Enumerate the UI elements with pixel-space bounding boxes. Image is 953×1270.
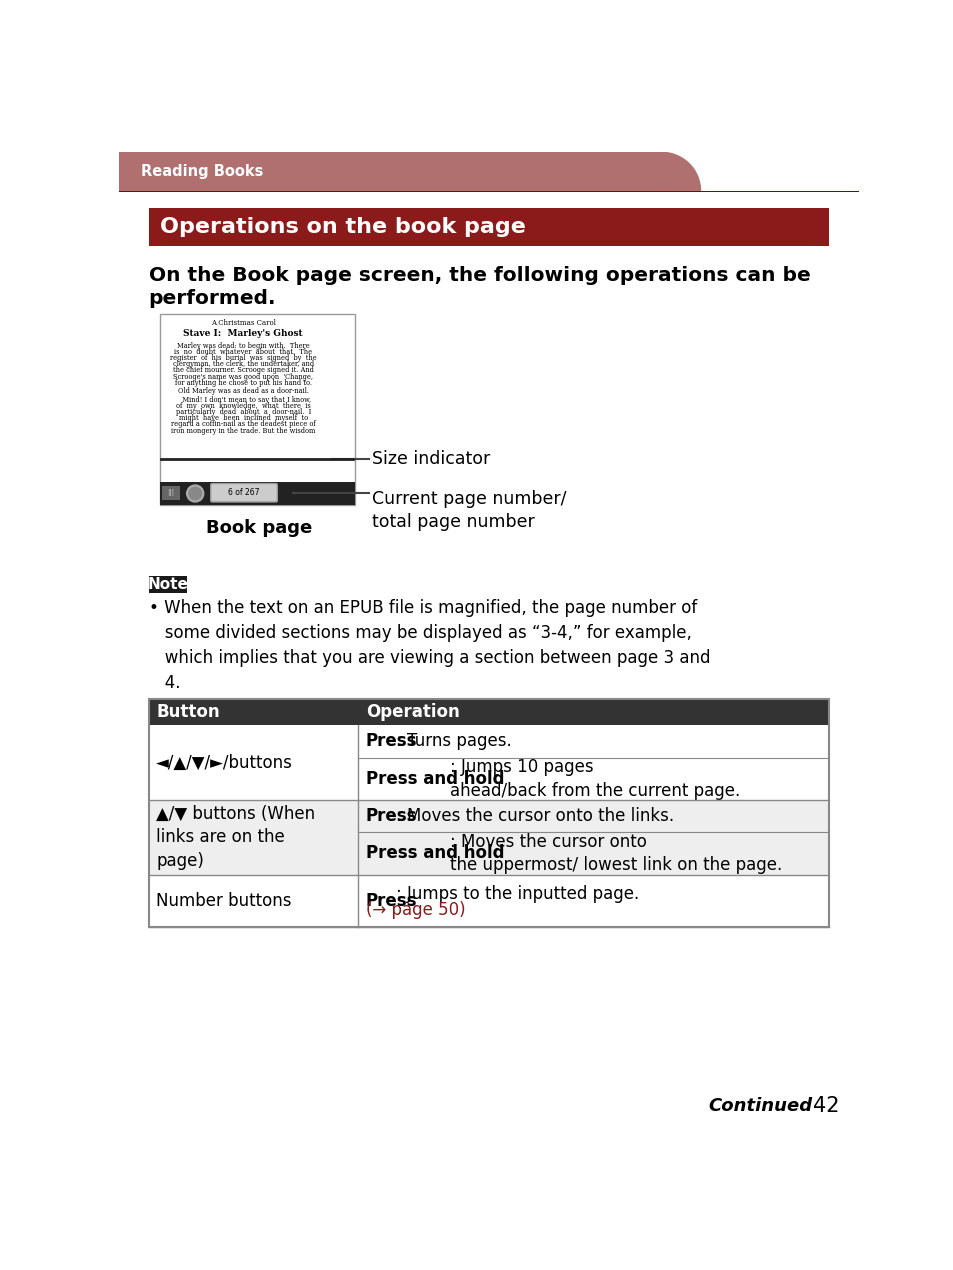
- Text: clergyman, the clerk, the undertaker, and: clergyman, the clerk, the undertaker, an…: [172, 361, 314, 368]
- Text: ▲/▼ buttons (When
links are on the
page): ▲/▼ buttons (When links are on the page): [156, 805, 315, 870]
- Text: Mind! I don't mean to say that I know,: Mind! I don't mean to say that I know,: [175, 396, 311, 404]
- Text: Note: Note: [148, 577, 189, 592]
- Text: Book page: Book page: [206, 519, 312, 537]
- Text: : Jumps to the inputted page.: : Jumps to the inputted page.: [395, 885, 639, 903]
- Text: iron mongery in the trade. But the wisdom: iron mongery in the trade. But the wisdo…: [171, 427, 315, 434]
- Text: the chief mourner. Scrooge signed it. And: the chief mourner. Scrooge signed it. An…: [172, 367, 314, 375]
- Bar: [357, 725, 828, 800]
- Bar: [149, 698, 828, 927]
- Text: regard a coffin-nail as the deadest piece of: regard a coffin-nail as the deadest piec…: [171, 420, 315, 428]
- Text: Continued: Continued: [707, 1097, 812, 1115]
- Bar: [357, 875, 828, 927]
- Text: Press: Press: [365, 733, 416, 751]
- Text: 6 of 267: 6 of 267: [228, 488, 259, 498]
- Bar: [119, 190, 858, 193]
- FancyBboxPatch shape: [211, 484, 277, 502]
- Text: : Moves the cursor onto
the uppermost/ lowest link on the page.: : Moves the cursor onto the uppermost/ l…: [450, 833, 781, 874]
- Text: • When the text on an EPUB file is magnified, the page number of
   some divided: • When the text on an EPUB file is magni…: [149, 599, 709, 692]
- Bar: [149, 575, 187, 593]
- Circle shape: [187, 485, 204, 502]
- Text: Press and hold: Press and hold: [365, 845, 504, 862]
- Text: On the Book page screen, the following operations can be: On the Book page screen, the following o…: [149, 267, 810, 286]
- Bar: [149, 725, 357, 800]
- Text: for anything he chose to put his hand to.: for anything he chose to put his hand to…: [174, 378, 312, 387]
- Bar: [159, 314, 355, 505]
- Text: : Jumps 10 pages
ahead/back from the current page.: : Jumps 10 pages ahead/back from the cur…: [450, 758, 740, 800]
- Bar: [149, 800, 357, 875]
- Bar: [162, 486, 180, 499]
- Bar: [119, 152, 661, 190]
- Text: Stave I:  Marley's Ghost: Stave I: Marley's Ghost: [183, 329, 303, 338]
- Text: Reading Books: Reading Books: [141, 164, 263, 179]
- Text: Press: Press: [365, 892, 416, 909]
- Text: Press and hold: Press and hold: [365, 770, 504, 787]
- Polygon shape: [119, 152, 700, 190]
- Text: (→ page 50): (→ page 50): [365, 902, 465, 919]
- Text: might  have  been  inclined  myself  to: might have been inclined myself to: [178, 414, 308, 422]
- Bar: [357, 800, 828, 875]
- Text: Number buttons: Number buttons: [156, 892, 292, 909]
- Text: Operations on the book page: Operations on the book page: [159, 217, 525, 237]
- Text: register  of  his  burial  was  signed  by  the: register of his burial was signed by the: [170, 354, 316, 362]
- Circle shape: [189, 488, 201, 499]
- Text: Press: Press: [365, 808, 416, 826]
- Text: : Moves the cursor onto the links.: : Moves the cursor onto the links.: [395, 808, 674, 826]
- Bar: [149, 698, 828, 725]
- Text: Button: Button: [156, 704, 220, 721]
- Text: A Christmas Carol: A Christmas Carol: [211, 320, 275, 328]
- Text: ◄/▲/▼/►/buttons: ◄/▲/▼/►/buttons: [156, 753, 293, 772]
- Text: is  no  doubt  whatever  about  that.  The: is no doubt whatever about that. The: [174, 348, 312, 356]
- Text: performed.: performed.: [149, 290, 276, 309]
- Text: Current page number/
total page number: Current page number/ total page number: [372, 490, 566, 531]
- Bar: [149, 875, 357, 927]
- Text: Operation: Operation: [365, 704, 459, 721]
- Bar: [149, 208, 828, 246]
- Text: Size indicator: Size indicator: [372, 450, 490, 467]
- Text: Scrooge's name was good upon  'Change,: Scrooge's name was good upon 'Change,: [173, 372, 313, 381]
- Text: |||: |||: [168, 489, 174, 497]
- Text: Marley was dead: to begin with.  There: Marley was dead: to begin with. There: [176, 342, 310, 349]
- Bar: [159, 481, 355, 505]
- Text: particularly  dead  about  a  door-nail.  I: particularly dead about a door-nail. I: [175, 408, 311, 417]
- Text: 42: 42: [812, 1096, 839, 1115]
- Text: of  my  own  knowledge,  what  there  is: of my own knowledge, what there is: [175, 401, 311, 410]
- Text: Old Marley was as dead as a door-nail.: Old Marley was as dead as a door-nail.: [177, 387, 309, 395]
- Text: : Turns pages.: : Turns pages.: [395, 733, 511, 751]
